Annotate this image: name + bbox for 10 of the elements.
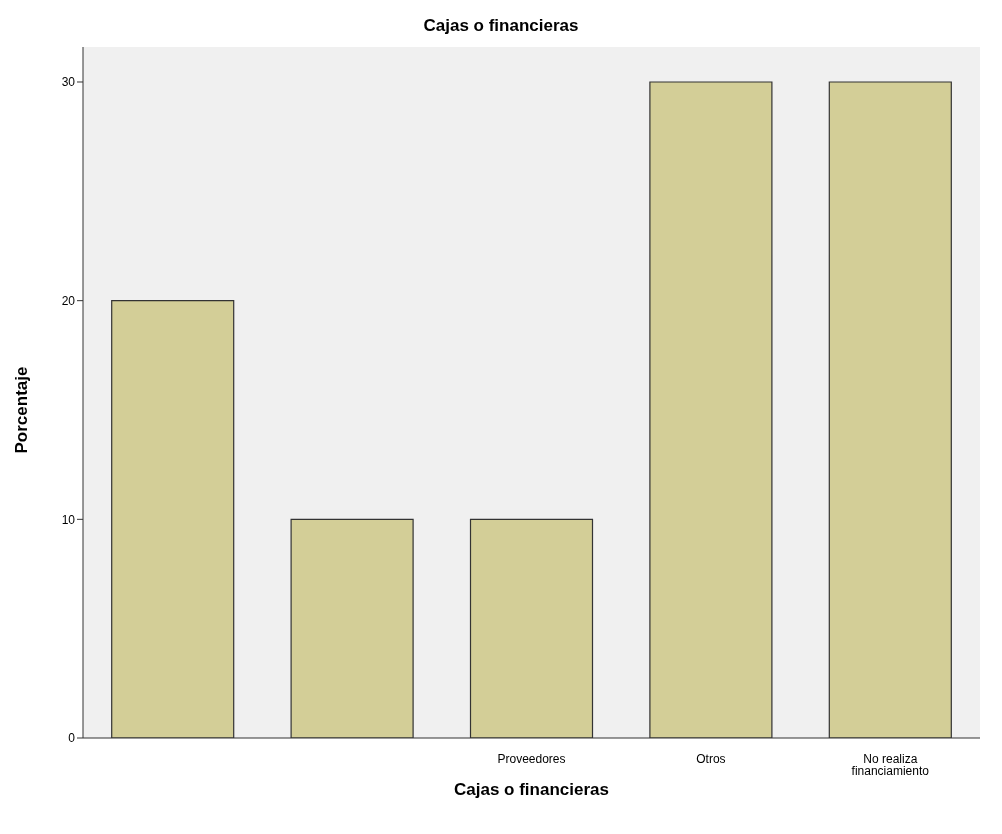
y-tick-label: 20: [61, 293, 76, 308]
y-tick-label: 10: [61, 512, 76, 527]
x-tick-label: No realiza financiamiento: [851, 751, 930, 778]
chart-title: Cajas o financieras: [422, 16, 580, 36]
y-tick-label: 0: [68, 731, 76, 746]
y-tick-label: 30: [61, 75, 76, 90]
x-tick-label: Proveedores: [497, 751, 566, 766]
x-tick-label: Otros: [696, 751, 726, 766]
y-axis-title: Porcentaje: [12, 366, 32, 454]
x-axis-title: Cajas o financieras: [453, 780, 610, 800]
